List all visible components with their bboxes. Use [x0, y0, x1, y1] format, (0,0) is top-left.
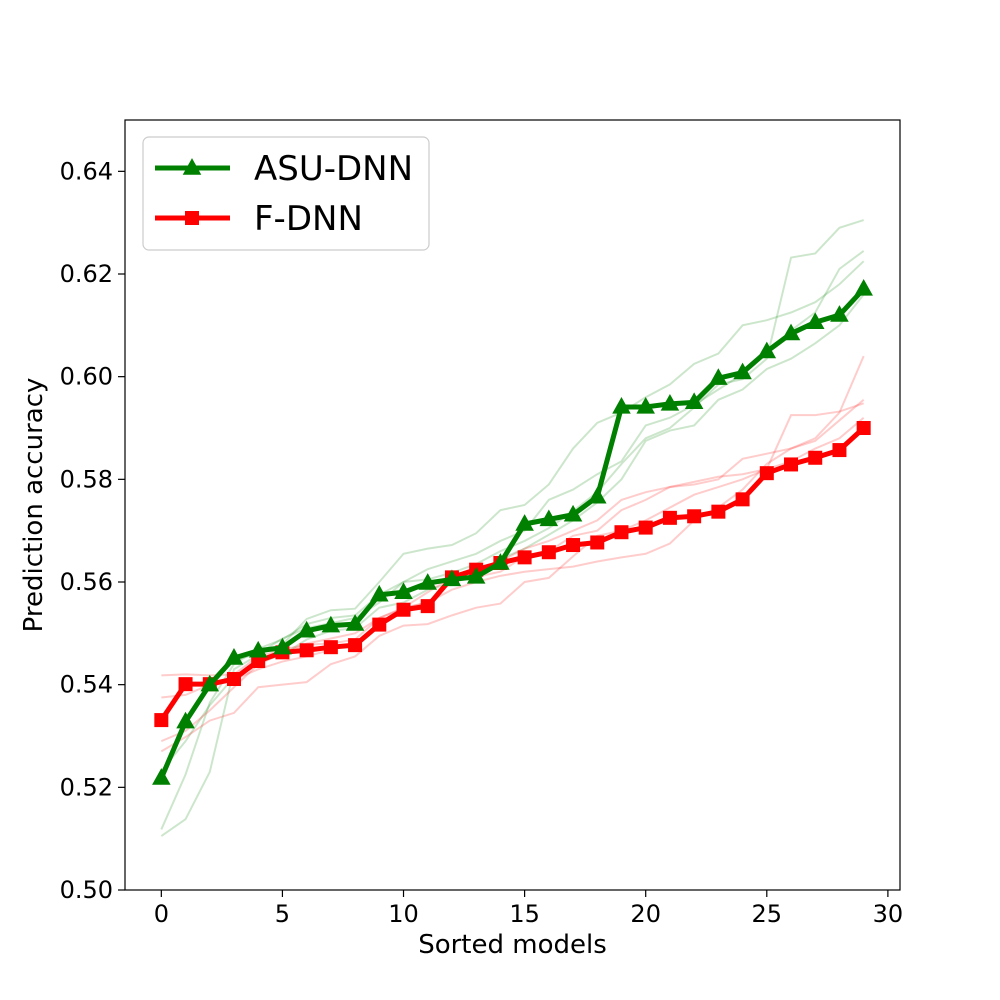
y-tick-label-1: 0.52 — [60, 773, 113, 801]
data-point-asu-dnn-13 — [466, 566, 486, 584]
x-axis-ticks: 0 5 10 15 20 25 30 — [154, 890, 903, 928]
y-tick-label-2: 0.54 — [60, 671, 113, 699]
y-axis-label: Prediction accuracy — [19, 378, 49, 633]
x-tick-label-4: 20 — [630, 900, 661, 928]
data-point-f-dnn-28 — [832, 443, 847, 458]
data-point-f-dnn-9 — [372, 617, 387, 632]
data-point-asu-dnn-4 — [248, 640, 268, 658]
data-point-asu-dnn-11 — [418, 573, 438, 590]
y-tick-label-0: 0.50 — [60, 876, 113, 904]
data-point-f-dnn-24 — [735, 492, 750, 507]
y-tick-label-7: 0.64 — [60, 157, 113, 185]
data-point-asu-dnn-15 — [515, 514, 534, 531]
data-point-f-dnn-17 — [566, 538, 581, 553]
data-point-asu-dnn-9 — [370, 584, 389, 602]
x-tick-label-0: 0 — [154, 900, 169, 928]
data-point-f-dnn-21 — [662, 510, 677, 525]
data-point-asu-dnn-21 — [660, 393, 680, 411]
data-point-f-dnn-29 — [856, 421, 871, 435]
legend-swatch-marker-1 — [185, 211, 199, 225]
data-point-asu-dnn-0 — [152, 768, 171, 785]
legend-label-1: F-DNN — [254, 199, 363, 239]
data-point-f-dnn-11 — [420, 599, 435, 614]
data-point-asu-dnn-14 — [491, 553, 510, 570]
data-point-asu-dnn-18 — [587, 486, 607, 504]
data-point-f-dnn-10 — [396, 602, 411, 617]
x-tick-label-1: 5 — [275, 900, 290, 928]
data-point-f-dnn-8 — [348, 638, 363, 653]
data-point-asu-dnn-23 — [709, 368, 728, 385]
series-asu-dnn — [152, 278, 873, 785]
data-point-asu-dnn-28 — [830, 305, 849, 322]
plot-frame — [124, 119, 901, 891]
data-point-f-dnn-7 — [323, 640, 338, 655]
data-point-asu-dnn-3 — [224, 648, 244, 665]
data-point-asu-dnn-17 — [563, 504, 583, 522]
data-point-f-dnn-23 — [711, 504, 726, 519]
legend-label-0: ASU-DNN — [254, 149, 413, 189]
legend: ASU-DNN F-DNN — [142, 136, 430, 251]
data-point-f-dnn-27 — [808, 450, 823, 465]
data-point-f-dnn-26 — [784, 457, 799, 472]
data-point-f-dnn-20 — [638, 520, 653, 535]
data-point-asu-dnn-2 — [200, 674, 220, 692]
data-point-f-dnn-1 — [178, 677, 193, 692]
legend-swatch-marker-0 — [182, 158, 202, 175]
data-point-asu-dnn-12 — [442, 569, 462, 587]
data-point-f-dnn-22 — [687, 509, 702, 524]
background-run-line-4 — [160, 402, 864, 753]
data-point-asu-dnn-6 — [297, 620, 316, 638]
y-tick-label-4: 0.58 — [60, 465, 113, 493]
data-point-asu-dnn-10 — [394, 582, 413, 599]
y-axis-ticks: 0.50 0.52 0.54 0.56 0.58 0.60 0.62 0.64 — [60, 157, 125, 904]
series-group — [152, 278, 873, 785]
data-point-asu-dnn-20 — [636, 397, 655, 414]
data-point-f-dnn-25 — [759, 466, 774, 481]
data-point-asu-dnn-19 — [612, 397, 631, 414]
data-point-asu-dnn-5 — [273, 637, 292, 655]
data-point-f-dnn-3 — [226, 672, 241, 687]
legend-item-f-dnn: F-DNN — [155, 199, 363, 239]
data-point-asu-dnn-26 — [781, 323, 801, 341]
data-point-asu-dnn-8 — [345, 614, 365, 631]
x-tick-label-5: 25 — [752, 900, 783, 928]
data-point-asu-dnn-7 — [321, 615, 341, 633]
y-tick-label-6: 0.62 — [60, 260, 113, 288]
data-point-asu-dnn-24 — [733, 362, 752, 380]
data-point-f-dnn-15 — [517, 550, 532, 565]
data-point-f-dnn-18 — [590, 535, 605, 550]
data-point-asu-dnn-27 — [805, 312, 825, 329]
data-point-f-dnn-6 — [299, 643, 314, 658]
data-point-f-dnn-4 — [251, 654, 266, 669]
background-run-line-6 — [161, 399, 865, 699]
legend-box — [142, 136, 430, 251]
data-point-asu-dnn-1 — [176, 711, 195, 729]
x-axis-label: Sorted models — [418, 930, 607, 960]
data-point-f-dnn-16 — [541, 545, 556, 560]
data-point-asu-dnn-16 — [539, 509, 559, 527]
y-tick-label-3: 0.56 — [60, 568, 113, 596]
data-point-f-dnn-0 — [154, 713, 169, 728]
x-tick-label-6: 30 — [873, 900, 904, 928]
data-point-f-dnn-19 — [614, 525, 629, 540]
legend-item-asu-dnn: ASU-DNN — [155, 149, 413, 189]
x-tick-label-3: 15 — [509, 900, 540, 928]
data-point-asu-dnn-22 — [684, 392, 704, 410]
y-tick-label-5: 0.60 — [60, 363, 113, 391]
data-point-asu-dnn-25 — [757, 341, 777, 359]
data-point-asu-dnn-29 — [854, 278, 873, 296]
x-tick-label-2: 10 — [388, 900, 419, 928]
